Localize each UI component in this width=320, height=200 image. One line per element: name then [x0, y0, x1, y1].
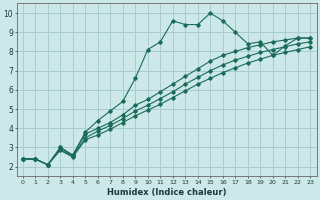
X-axis label: Humidex (Indice chaleur): Humidex (Indice chaleur)	[107, 188, 226, 197]
